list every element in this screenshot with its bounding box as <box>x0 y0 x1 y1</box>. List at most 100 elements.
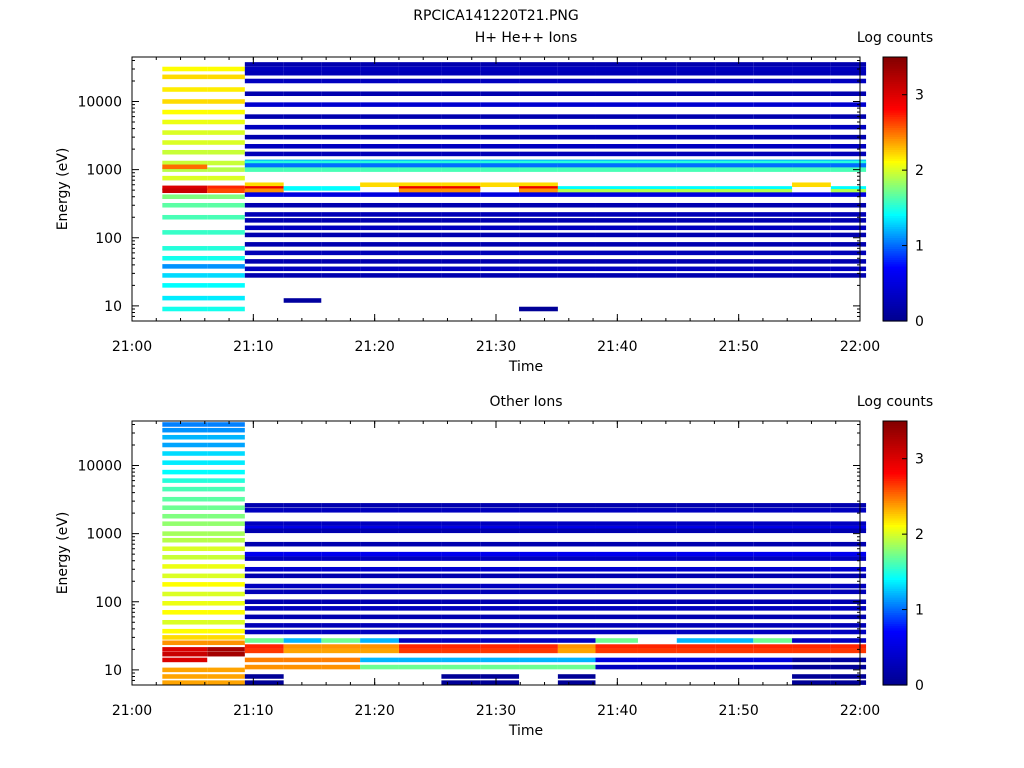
heatmap-cell <box>676 102 716 107</box>
colorbar-segment <box>883 559 907 563</box>
heatmap-cell <box>715 250 754 256</box>
heatmap-cell <box>207 434 245 440</box>
colorbar-segment <box>883 555 907 558</box>
heatmap-cell <box>519 657 558 663</box>
x-tick-label: 21:00 <box>112 703 152 719</box>
heatmap-cell <box>360 657 399 663</box>
heatmap-cell <box>676 242 716 247</box>
colorbar-segment <box>883 72 907 76</box>
heatmap-cell <box>557 144 596 149</box>
heatmap-cell <box>637 160 677 166</box>
heatmap-cell <box>676 186 716 191</box>
heatmap-cell <box>637 648 677 654</box>
colorbar-segment <box>883 526 907 530</box>
heatmap-cell <box>557 160 596 166</box>
heatmap-cell <box>244 124 284 130</box>
heatmap-cell <box>480 503 520 508</box>
heatmap-cell <box>162 295 208 301</box>
heatmap-cell <box>595 186 638 191</box>
colorbar-segment <box>883 57 907 60</box>
heatmap-cell <box>360 218 399 223</box>
colorbar-segment <box>883 438 907 442</box>
heatmap-cell <box>162 74 208 80</box>
heatmap-cell <box>207 160 245 166</box>
heatmap-cell <box>753 186 793 191</box>
x-tick-label: 21:00 <box>112 339 152 355</box>
heatmap-cell <box>207 647 245 652</box>
heatmap-cell <box>244 167 284 172</box>
heatmap-cell <box>441 160 481 166</box>
heatmap-cell <box>676 114 716 119</box>
heatmap-cell <box>321 163 361 168</box>
heatmap-cell <box>480 566 520 572</box>
colorbar-segment <box>883 682 907 686</box>
colorbar-segment <box>883 134 907 137</box>
heatmap-cell <box>398 134 442 140</box>
heatmap-cell <box>637 192 677 197</box>
heatmap-cell <box>637 657 677 663</box>
heatmap-cell <box>557 242 596 247</box>
heatmap-cell <box>637 606 677 611</box>
colorbar-segment <box>883 603 907 607</box>
heatmap-cell <box>637 189 677 194</box>
heatmap-cell <box>207 74 245 80</box>
heatmap-cell <box>519 66 558 72</box>
heatmap-cell <box>676 583 716 589</box>
heatmap-cell <box>398 551 442 557</box>
heatmap-cell <box>398 202 442 208</box>
heatmap-cell <box>557 674 596 679</box>
heatmap-cell <box>519 70 558 76</box>
colorbar-segment <box>883 178 907 181</box>
colorbar-segment <box>883 292 907 296</box>
heatmap-cell <box>519 144 558 149</box>
heatmap-cell <box>595 160 638 166</box>
heatmap-cell <box>398 644 442 649</box>
heatmap-cell <box>441 648 481 654</box>
heatmap-cell <box>792 66 831 72</box>
heatmap-cell <box>676 144 716 149</box>
heatmap-cell <box>830 212 867 217</box>
colorbar-segment <box>883 671 907 675</box>
heatmap-cell <box>676 266 716 272</box>
heatmap-cell <box>519 192 558 197</box>
colorbar-segment <box>883 149 907 153</box>
heatmap-cell <box>207 194 245 200</box>
heatmap-cell <box>360 648 399 654</box>
heatmap-cell <box>753 102 793 107</box>
colorbar-segment <box>883 123 907 126</box>
heatmap-cell <box>360 78 399 84</box>
heatmap-cell <box>480 273 520 278</box>
heatmap-cell <box>162 573 208 579</box>
heatmap-cell <box>162 188 208 194</box>
heatmap-cell <box>753 573 793 579</box>
heatmap-cell <box>715 78 754 84</box>
heatmap-cell <box>792 644 831 649</box>
colorbar-segment <box>883 290 907 293</box>
colorbar-segment <box>883 305 907 309</box>
heatmap-cell <box>830 566 867 572</box>
colorbar-segment <box>883 270 907 274</box>
colorbar-frame <box>882 420 908 686</box>
heatmap-cell <box>162 460 208 465</box>
heatmap-cell <box>557 573 596 579</box>
heatmap-cell <box>715 160 754 166</box>
heatmap-cell <box>753 151 793 157</box>
heatmap-cell <box>207 505 245 510</box>
colorbar-segment <box>883 173 907 177</box>
heatmap-cell <box>753 525 793 531</box>
heatmap-cell <box>753 589 793 595</box>
heatmap-cell <box>207 246 245 251</box>
colorbar-segment <box>883 619 907 622</box>
heatmap-cell <box>441 186 481 191</box>
heatmap-cell <box>441 242 481 247</box>
heatmap-cell <box>283 66 322 72</box>
colorbar-segment <box>883 676 907 679</box>
heatmap-cell <box>830 528 867 534</box>
heatmap-cell <box>244 648 284 654</box>
heatmap-cell <box>207 635 245 640</box>
heatmap-cell <box>792 541 831 547</box>
colorbar-segment <box>883 451 907 455</box>
heatmap-cell <box>360 528 399 534</box>
colorbar-segment <box>883 436 907 440</box>
heatmap-cell <box>830 551 867 557</box>
